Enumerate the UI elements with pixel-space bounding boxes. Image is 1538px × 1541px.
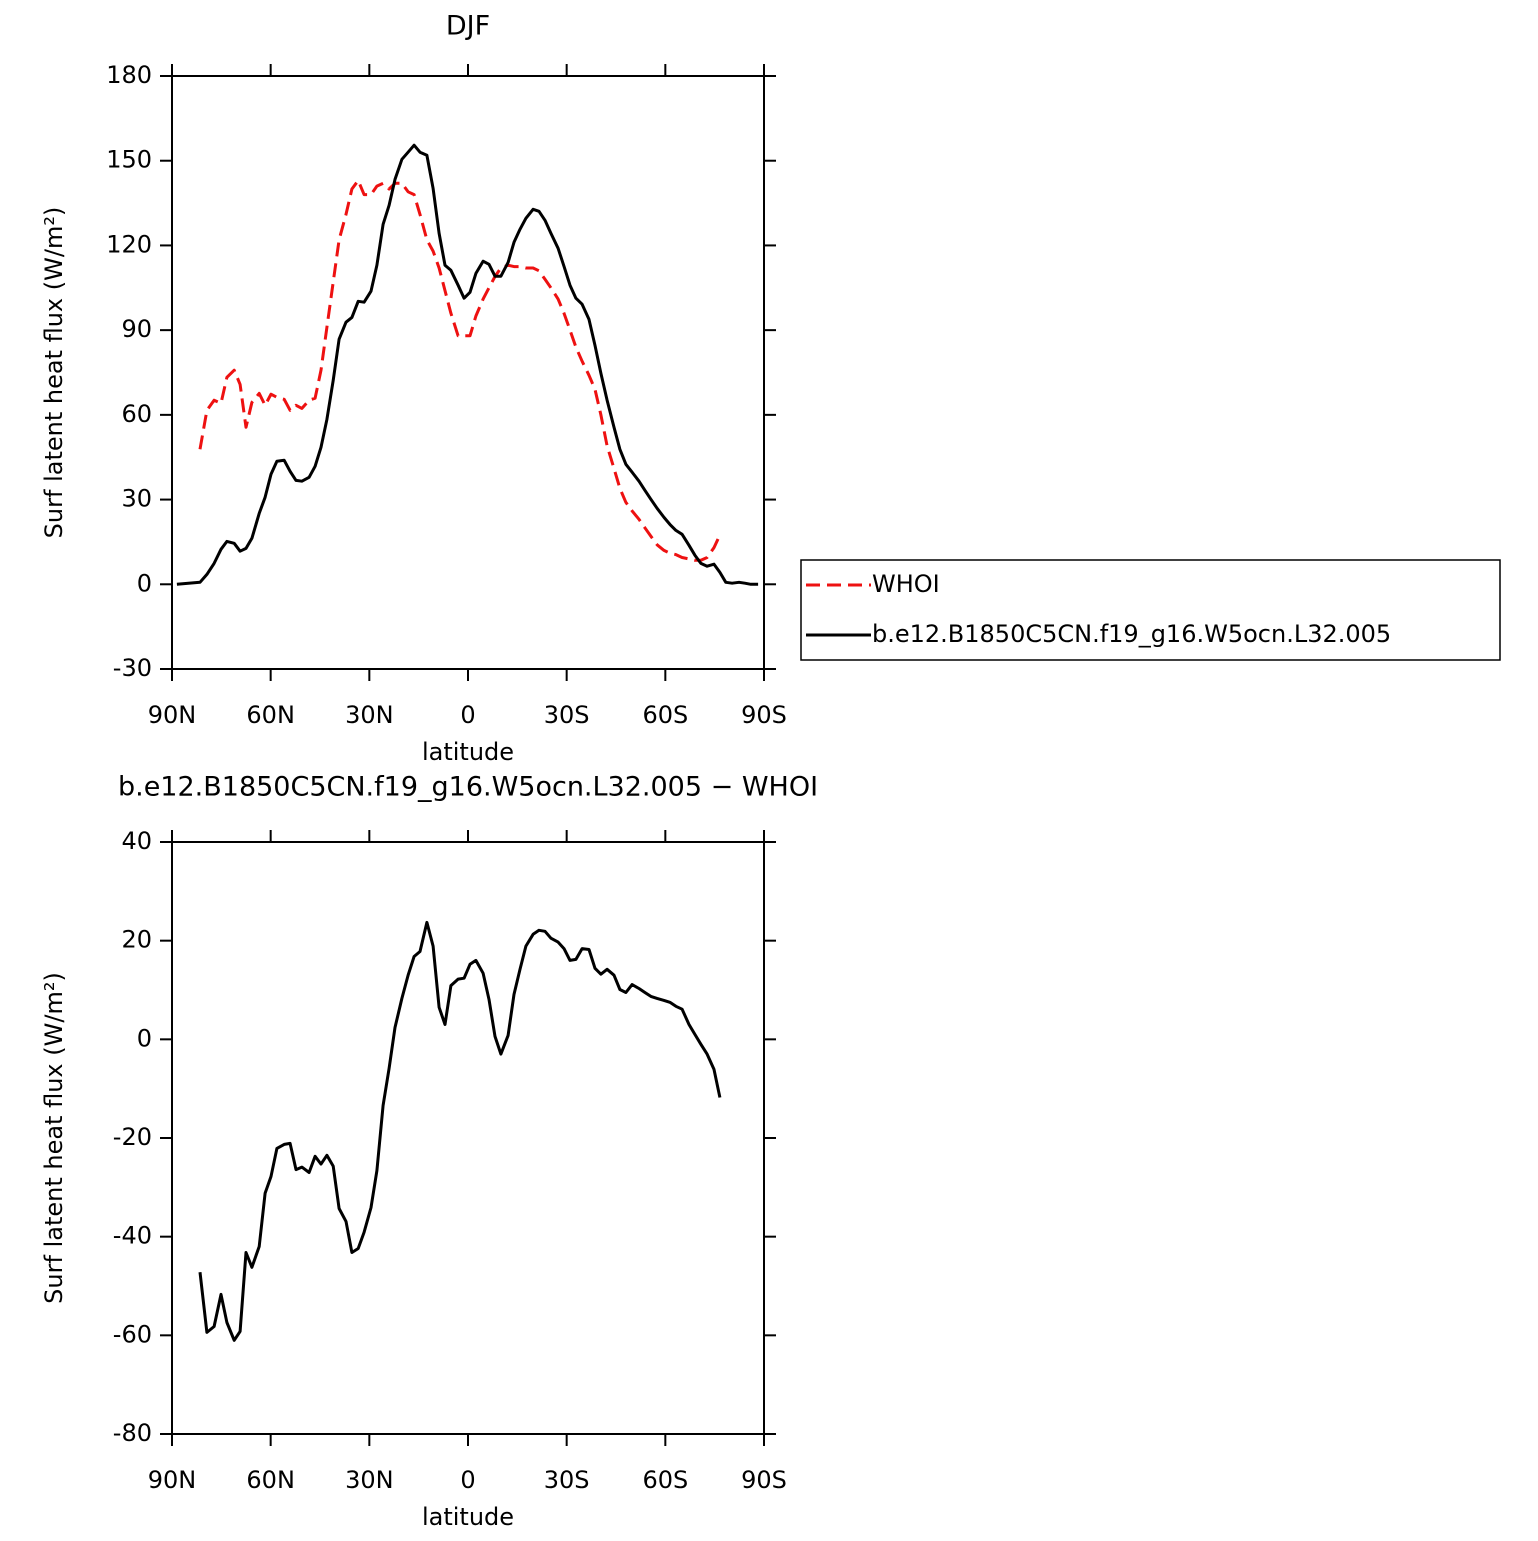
- x-tick-label: 30S: [544, 701, 590, 729]
- y-tick-label: -30: [113, 654, 152, 682]
- x-tick-label: 60S: [642, 701, 688, 729]
- y-tick-label: 150: [106, 146, 152, 174]
- series-line: [176, 143, 759, 586]
- y-axis-label: Surf latent heat flux (W/m²): [40, 207, 68, 539]
- y-tick-label: -20: [113, 1123, 152, 1151]
- x-tick-label: 90N: [148, 701, 197, 729]
- series-line: [198, 179, 722, 562]
- series-line: [198, 920, 722, 1342]
- chart-title: b.e12.B1850C5CN.f19_g16.W5ocn.L32.005 − …: [118, 772, 818, 803]
- y-tick-label: 0: [137, 1024, 152, 1052]
- x-tick-label: 90S: [741, 1466, 787, 1494]
- y-tick-label: -60: [113, 1320, 152, 1348]
- x-tick-label: 60S: [642, 1466, 688, 1494]
- x-tick-label: 90N: [148, 1466, 197, 1494]
- x-axis-label: latitude: [422, 1503, 514, 1531]
- y-tick-label: 0: [137, 569, 152, 597]
- plot-frame: [171, 75, 765, 670]
- y-axis-label: Surf latent heat flux (W/m²): [40, 972, 68, 1304]
- x-tick-label: 0: [460, 701, 475, 729]
- y-tick-label: 90: [121, 315, 152, 343]
- x-tick-label: 30N: [345, 701, 394, 729]
- legend-label: WHOI: [872, 570, 940, 598]
- x-tick-label: 60N: [246, 701, 295, 729]
- y-tick-label: 40: [121, 827, 152, 855]
- x-tick-label: 0: [460, 1466, 475, 1494]
- y-tick-label: -80: [113, 1419, 152, 1447]
- legend-box: [800, 559, 1501, 661]
- x-axis-label: latitude: [422, 738, 514, 766]
- legend-label: b.e12.B1850C5CN.f19_g16.W5ocn.L32.005: [872, 620, 1391, 648]
- x-tick-label: 60N: [246, 1466, 295, 1494]
- x-tick-label: 30S: [544, 1466, 590, 1494]
- plot-frame: [171, 841, 765, 1435]
- x-tick-label: 90S: [741, 701, 787, 729]
- x-tick-label: 30N: [345, 1466, 394, 1494]
- y-tick-label: 120: [106, 230, 152, 258]
- y-tick-label: 30: [121, 485, 152, 513]
- y-tick-label: 20: [121, 926, 152, 954]
- y-tick-label: -40: [113, 1222, 152, 1250]
- y-tick-label: 60: [121, 400, 152, 428]
- chart-title: DJF: [446, 11, 490, 42]
- y-tick-label: 180: [106, 61, 152, 89]
